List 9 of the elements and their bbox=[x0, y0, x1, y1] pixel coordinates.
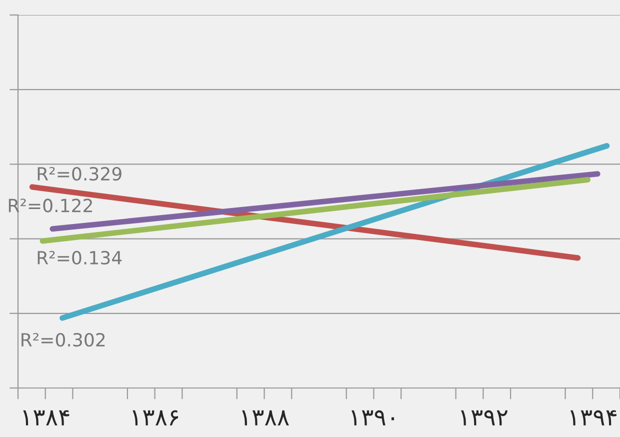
x-tick-label: ۱۳۸۸ bbox=[242, 410, 289, 426]
x-tick-label: ۱۳۹۰ bbox=[352, 410, 394, 426]
x-tick-label: ۱۳۹۲ bbox=[461, 410, 508, 426]
x-tick-label: ۱۳۸۴ bbox=[23, 410, 70, 426]
annotation: R²=0.302 bbox=[22, 332, 105, 347]
annotation: R²=0.329 bbox=[38, 166, 122, 181]
annotation: R²=0.134 bbox=[38, 250, 122, 265]
x-tick-label: ۱۳۹۴ bbox=[570, 410, 616, 426]
x-tick-label: ۱۳۸۶ bbox=[132, 410, 178, 426]
